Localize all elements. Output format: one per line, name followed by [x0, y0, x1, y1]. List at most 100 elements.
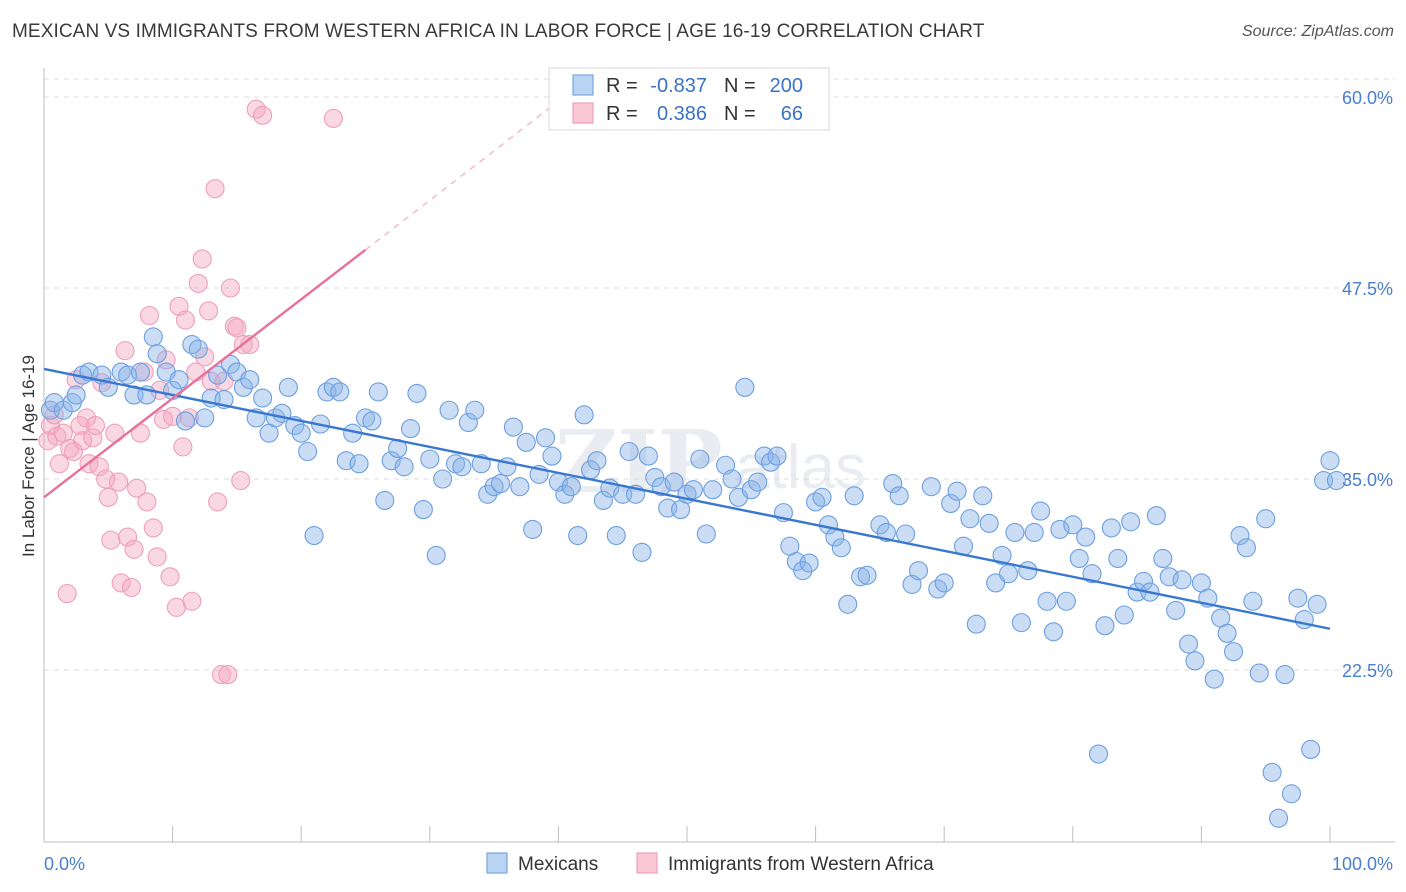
point-immigrants-25	[118, 527, 138, 547]
point-immigrants-39	[163, 406, 183, 426]
point-mexicans-150	[1037, 591, 1057, 611]
point-mexicans-107	[748, 472, 768, 492]
point-mexicans-122	[844, 486, 864, 506]
point-mexicans-49	[368, 382, 388, 402]
point-mexicans-59	[433, 469, 453, 489]
point-mexicans-142	[986, 573, 1006, 593]
point-immigrants-15	[85, 415, 105, 436]
point-immigrants-22	[109, 472, 129, 492]
point-immigrants-53	[208, 492, 228, 512]
point-mexicans-157	[1082, 564, 1102, 584]
point-immigrants-50	[199, 301, 219, 321]
point-mexicans-101	[703, 480, 723, 500]
point-mexicans-68	[490, 474, 511, 494]
point-mexicans-124	[857, 565, 877, 585]
point-mexicans-95	[664, 472, 684, 492]
point-mexicans-29	[240, 370, 260, 390]
point-immigrants-45	[182, 591, 202, 611]
point-mexicans-91	[638, 446, 658, 466]
point-mexicans-15	[147, 344, 167, 364]
point-mexicans-172	[1178, 634, 1199, 654]
chart-title: MEXICAN VS IMMIGRANTS FROM WESTERN AFRIC…	[12, 21, 985, 42]
point-mexicans-72	[516, 432, 536, 452]
point-mexicans-80	[568, 525, 588, 546]
point-mexicans-187	[1275, 665, 1295, 685]
point-mexicans-50	[375, 490, 395, 510]
y-axis-title: In Labor Force | Age 16-19	[19, 355, 38, 557]
point-mexicans-99	[690, 449, 710, 469]
point-mexicans-98	[683, 480, 703, 500]
point-mexicans-84	[593, 490, 613, 510]
point-mexicans-153	[1056, 591, 1076, 611]
point-mexicans-78	[555, 484, 575, 504]
point-mexicans-160	[1101, 518, 1121, 538]
x-tick-labels: 0.0% 100.0%	[44, 854, 1393, 874]
point-mexicans-73	[523, 519, 543, 539]
point-mexicans-149	[1031, 501, 1051, 521]
point-mexicans-145	[1005, 522, 1025, 543]
point-immigrants-19	[98, 487, 118, 507]
point-mexicans-131	[908, 561, 929, 581]
point-mexicans-182	[1243, 591, 1263, 611]
point-mexicans-180	[1230, 525, 1250, 546]
x-tick-label-0: 0.0%	[44, 854, 85, 874]
point-mexicans-39	[304, 525, 324, 546]
point-mexicans-86	[606, 525, 626, 546]
point-mexicans-76	[542, 446, 562, 466]
point-mexicans-120	[831, 538, 851, 558]
point-immigrants-31	[137, 492, 157, 512]
top-legend: R = -0.837 N = 200 R = 0.386 N = 66	[548, 67, 830, 131]
bottom-legend-label-immigrants: Immigrants from Western Africa	[668, 854, 934, 875]
point-mexicans-127	[883, 474, 903, 494]
point-immigrants-43	[175, 310, 196, 330]
point-mexicans-159	[1095, 616, 1115, 636]
point-mexicans-121	[838, 594, 858, 614]
point-mexicans-189	[1288, 588, 1308, 608]
point-immigrants-60	[231, 470, 251, 491]
point-mexicans-156	[1076, 527, 1096, 547]
point-mexicans-53	[394, 457, 414, 477]
legend-r-value-2: 0.386	[657, 103, 707, 125]
point-mexicans-188	[1281, 784, 1301, 804]
legend-n-label-1: N =	[724, 75, 756, 97]
point-mexicans-176	[1204, 669, 1224, 689]
legend-n-label-2: N =	[724, 103, 756, 125]
point-mexicans-170	[1166, 600, 1186, 620]
point-mexicans-143	[992, 545, 1012, 565]
y-tick-label-3: 60.0%	[1342, 88, 1393, 108]
point-immigrants-10	[70, 415, 90, 436]
point-mexicans-48	[362, 411, 382, 431]
point-mexicans-56	[413, 500, 433, 520]
point-mexicans-123	[851, 567, 871, 587]
point-mexicans-115	[799, 553, 819, 573]
point-mexicans-38	[298, 441, 318, 462]
point-mexicans-152	[1050, 519, 1070, 539]
y-tick-label-1: 35.0%	[1342, 470, 1393, 490]
y-tick-labels: 22.5% 35.0% 47.5% 60.0%	[1342, 88, 1393, 681]
legend-n-value-1: 200	[770, 75, 803, 97]
point-immigrants-4	[49, 454, 69, 474]
point-mexicans-19	[175, 411, 196, 431]
point-immigrants-38	[160, 567, 180, 587]
point-immigrants-49	[195, 347, 215, 367]
point-mexicans-114	[793, 561, 813, 581]
point-immigrants-59	[227, 318, 247, 338]
point-mexicans-162	[1114, 605, 1134, 625]
point-mexicans-71	[510, 477, 530, 497]
point-immigrants-27	[124, 539, 144, 559]
point-immigrants-52	[205, 179, 225, 199]
point-mexicans-136	[947, 481, 967, 501]
point-mexicans-171	[1172, 570, 1192, 590]
point-mexicans-148	[1024, 522, 1044, 543]
point-immigrants-28	[127, 478, 147, 498]
legend-n-value-2: 66	[781, 103, 803, 125]
point-immigrants-20	[101, 530, 121, 550]
point-mexicans-62	[452, 457, 472, 477]
bottom-legend-swatch-immigrants	[636, 852, 658, 874]
point-mexicans-147	[1018, 561, 1038, 581]
point-immigrants-48	[192, 249, 212, 269]
point-mexicans-46	[349, 454, 369, 474]
legend-box	[548, 67, 830, 131]
point-mexicans-186	[1269, 808, 1289, 828]
point-mexicans-128	[889, 486, 909, 506]
